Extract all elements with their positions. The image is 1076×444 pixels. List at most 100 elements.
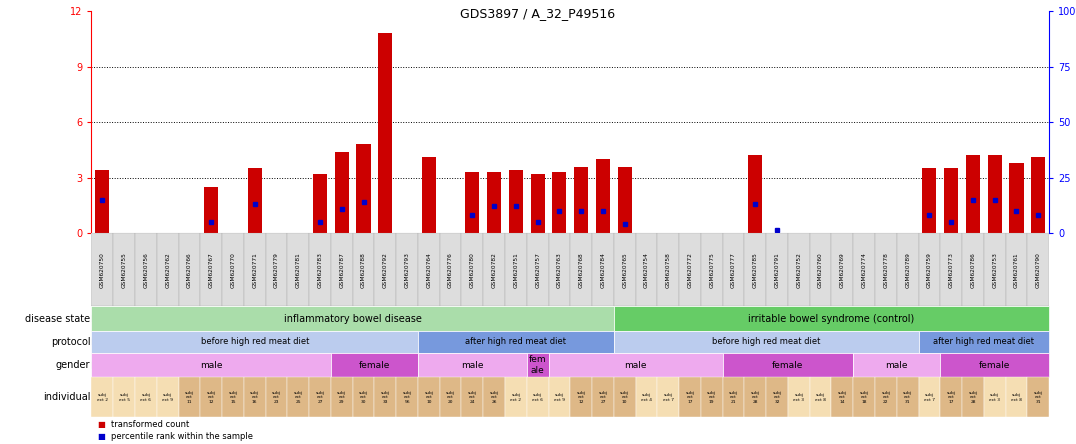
Text: subj
ect
28: subj ect 28 [968, 391, 977, 404]
Bar [335, 152, 349, 233]
Text: ■: ■ [97, 432, 104, 441]
Bar [134, 233, 157, 306]
Text: GSM620776: GSM620776 [448, 252, 453, 288]
Bar [378, 33, 393, 233]
Text: transformed count: transformed count [111, 420, 189, 429]
Text: GSM620773: GSM620773 [949, 252, 953, 288]
Text: subj
ect 5: subj ect 5 [118, 393, 130, 402]
Text: subj
ect
31: subj ect 31 [1034, 391, 1043, 404]
Text: GSM620750: GSM620750 [100, 252, 104, 288]
Text: subj
ect
15: subj ect 15 [228, 391, 238, 404]
Text: GSM620782: GSM620782 [492, 252, 497, 288]
Text: GSM620760: GSM620760 [818, 252, 823, 288]
Bar [509, 170, 523, 233]
Text: GSM620768: GSM620768 [579, 252, 583, 288]
Bar [832, 233, 853, 306]
Text: percentile rank within the sample: percentile rank within the sample [111, 432, 253, 441]
Text: GSM620778: GSM620778 [883, 252, 889, 288]
Bar [487, 172, 501, 233]
Bar [422, 157, 436, 233]
Text: GDS3897 / A_32_P49516: GDS3897 / A_32_P49516 [461, 7, 615, 20]
Bar [374, 233, 396, 306]
Bar [940, 233, 962, 306]
Bar [287, 233, 309, 306]
Text: subj
ect
33: subj ect 33 [381, 391, 390, 404]
Text: subj
ect
23: subj ect 23 [272, 391, 281, 404]
Bar [657, 233, 679, 306]
Bar [505, 233, 527, 306]
Bar [983, 233, 1006, 306]
Text: subj
ect
18: subj ect 18 [860, 391, 868, 404]
Text: GSM620758: GSM620758 [666, 252, 670, 288]
Text: GSM620775: GSM620775 [709, 252, 714, 288]
Text: GSM620769: GSM620769 [840, 252, 845, 288]
Text: male: male [462, 361, 483, 370]
Bar [552, 172, 566, 233]
Text: subj
ect 2: subj ect 2 [510, 393, 522, 402]
Text: GSM620765: GSM620765 [622, 252, 627, 288]
Bar [988, 155, 1002, 233]
Bar [575, 166, 589, 233]
Text: GSM620757: GSM620757 [535, 252, 540, 288]
Text: subj
ect
32: subj ect 32 [773, 391, 781, 404]
Text: subj
ect 8: subj ect 8 [1011, 393, 1022, 402]
Text: GSM620762: GSM620762 [165, 252, 170, 288]
Text: GSM620755: GSM620755 [122, 252, 127, 288]
Bar [766, 233, 788, 306]
Text: GSM620759: GSM620759 [926, 252, 932, 288]
Text: subj
ect 6: subj ect 6 [533, 393, 543, 402]
Text: GSM620771: GSM620771 [252, 252, 257, 288]
Text: subj
ect
12: subj ect 12 [207, 391, 215, 404]
Text: subj
ect
28: subj ect 28 [751, 391, 760, 404]
Text: subj
ect 9: subj ect 9 [162, 393, 173, 402]
Text: GSM620790: GSM620790 [1036, 252, 1040, 288]
Text: GSM620763: GSM620763 [557, 252, 562, 288]
Text: ■: ■ [97, 420, 104, 429]
Text: GSM620770: GSM620770 [230, 252, 236, 288]
Text: GSM620772: GSM620772 [688, 252, 693, 288]
Text: GSM620787: GSM620787 [339, 252, 344, 288]
Text: GSM620791: GSM620791 [775, 252, 779, 288]
Bar [204, 187, 218, 233]
Bar [527, 233, 549, 306]
Bar [966, 155, 980, 233]
Bar [417, 233, 440, 306]
Bar [483, 233, 505, 306]
Bar [222, 233, 244, 306]
Bar [313, 174, 327, 233]
Bar [530, 174, 544, 233]
Bar [944, 168, 959, 233]
Text: GSM620767: GSM620767 [209, 252, 214, 288]
Text: GSM620781: GSM620781 [296, 252, 300, 288]
Text: after high red meat diet: after high red meat diet [465, 337, 566, 346]
Text: GSM620754: GSM620754 [643, 252, 649, 288]
Text: subj
ect
17: subj ect 17 [947, 391, 955, 404]
Text: subj
ect
27: subj ect 27 [315, 391, 325, 404]
Text: GSM620789: GSM620789 [905, 252, 910, 288]
Bar [200, 233, 222, 306]
Bar [356, 144, 370, 233]
Text: protocol: protocol [51, 337, 90, 347]
Bar [700, 233, 723, 306]
Text: female: female [773, 361, 804, 370]
Bar [592, 233, 613, 306]
Text: subj
ect
17: subj ect 17 [685, 391, 694, 404]
Bar [962, 233, 983, 306]
Text: subj
ect
22: subj ect 22 [881, 391, 890, 404]
Bar [549, 233, 570, 306]
Bar [723, 233, 745, 306]
Text: subj
ect 3: subj ect 3 [989, 393, 1001, 402]
Text: subj
ect 2: subj ect 2 [97, 393, 108, 402]
Text: GSM620752: GSM620752 [796, 252, 802, 288]
Bar [922, 168, 936, 233]
Text: male: male [624, 361, 647, 370]
Bar [1031, 157, 1045, 233]
Text: subj
ect
27: subj ect 27 [598, 391, 608, 404]
Text: subj
ect
10: subj ect 10 [620, 391, 629, 404]
Bar [91, 233, 113, 306]
Bar [748, 155, 763, 233]
Bar [440, 233, 462, 306]
Text: GSM620788: GSM620788 [362, 252, 366, 288]
Text: individual: individual [43, 392, 90, 402]
Bar [896, 233, 919, 306]
